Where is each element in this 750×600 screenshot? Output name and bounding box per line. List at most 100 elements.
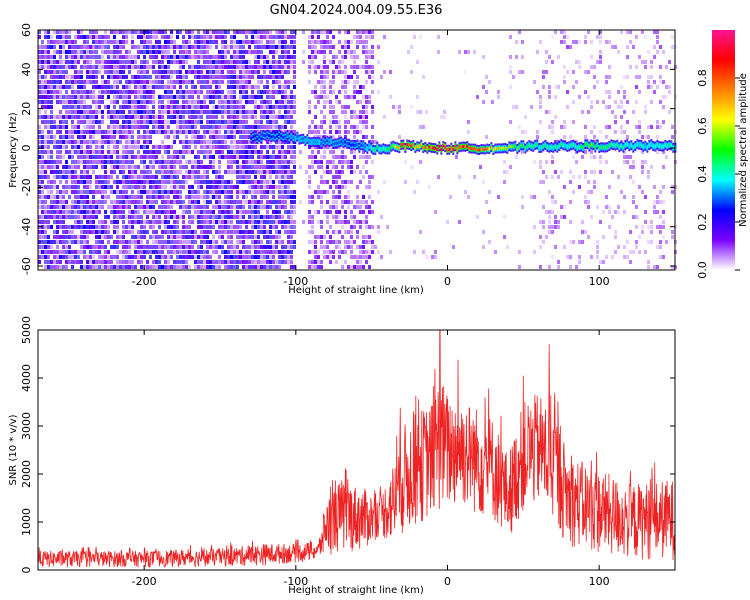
spectrogram-cell [38,50,41,54]
spectrogram-cell [521,205,524,209]
spectrogram-cell [287,175,290,179]
spectrogram-cell [371,240,374,244]
spectrogram-cell [110,260,113,264]
spectrogram-cell [182,50,185,54]
spectrogram-cell [101,120,104,124]
spectrogram-cell [308,250,311,254]
spectrogram-cell [161,30,164,34]
spectrogram-cell [164,245,167,249]
spectrogram-cell [131,115,134,119]
spectrogram-cell [41,65,44,69]
spectrogram-cell [227,95,230,99]
spectrogram-cell [161,145,164,149]
spectrogram-cell [293,105,296,109]
spectrogram-cell [122,70,125,74]
spectrogram-cell [74,260,77,264]
spectrogram-cell [62,240,65,244]
spectrogram-cell [98,260,101,264]
spectrogram-cell [167,40,170,44]
spectrogram-cell [245,120,248,124]
spectrogram-cell [272,170,275,174]
spectrogram-cell [344,75,347,79]
spectrogram-cell [116,200,119,204]
spectrogram-cell [218,55,221,59]
spectrogram-cell [167,75,170,79]
spectrogram-cell [53,55,56,59]
spectrogram-cell [158,220,161,224]
spectrogram-cell [542,180,545,184]
spectrogram-cell [566,70,569,74]
spectrogram-cell [179,160,182,164]
spectrogram-cell [95,160,98,164]
spectrogram-cell [155,210,158,214]
spectrogram-cell [284,175,287,179]
spectrogram-cell [548,55,551,59]
spectrogram-cell [239,55,242,59]
spectrogram-cell [56,125,59,129]
spectrogram-cell [254,235,257,239]
spectrogram-cell [584,135,587,139]
spectrogram-cell [194,100,197,104]
spectrogram-cell [92,115,95,119]
spectrogram-cell [590,190,593,194]
spectrogram-cell [338,195,341,199]
spectrogram-cell [386,225,389,229]
spectrogram-cell [188,160,191,164]
spectrogram-cell [542,240,545,244]
spectrogram-cell [188,250,191,254]
spectrogram-cell [59,160,62,164]
spectrogram-cell [344,45,347,49]
spectrogram-cell [257,50,260,54]
spectrogram-cell [194,40,197,44]
spectrogram-cell [128,255,131,259]
spectrogram-cell [119,40,122,44]
spectrogram-cell [53,115,56,119]
spectrogram-cell [269,205,272,209]
spectrogram-cell [479,165,482,169]
spectrogram-cell [335,185,338,189]
spectrogram-cell [113,240,116,244]
spectrogram-cell [623,155,626,159]
spectrogram-cell [599,30,602,34]
spectrogram-cell [347,195,350,199]
spectrogram-cell [254,190,257,194]
spectrogram-cell [125,105,128,109]
spectrogram-cell [116,95,119,99]
spectrogram-cell [56,150,59,154]
spectrogram-cell [92,160,95,164]
spectrogram-cell [257,125,260,129]
spectrogram-cell [119,65,122,69]
signal-band-core [302,137,305,141]
spectrogram-cell [59,265,62,269]
spectrogram-cell [638,130,641,134]
spectrogram-cell [86,220,89,224]
spectrogram-cell [419,125,422,129]
spectrogram-cell [206,125,209,129]
spectrogram-cell [155,160,158,164]
spectrogram-cell [185,265,188,269]
spectrogram-cell [563,40,566,44]
spectrogram-cell [167,175,170,179]
spectrogram-cell [74,80,77,84]
spectrogram-cell [185,30,188,34]
spectrogram-cell [59,55,62,59]
spectrogram-cell [671,45,674,49]
spectrogram-cell [251,260,254,264]
spectrogram-cell [212,160,215,164]
spectrogram-cell [98,160,101,164]
spectrogram-cell [245,250,248,254]
spectrogram-cell [98,155,101,159]
spectrogram-cell [218,145,221,149]
spectrogram-cell [158,45,161,49]
spectrogram-cell [176,115,179,119]
spectrogram-cell [194,165,197,169]
spectrogram-cell [251,150,254,154]
spectrogram-cell [293,195,296,199]
spectrogram-cell [161,125,164,129]
spectrogram-cell [77,255,80,259]
spectrogram-cell [128,55,131,59]
spectrogram-cell [248,100,251,104]
spectrogram-cell [251,220,254,224]
spectrogram-cell [653,265,656,269]
spectrogram-cell [68,150,71,154]
